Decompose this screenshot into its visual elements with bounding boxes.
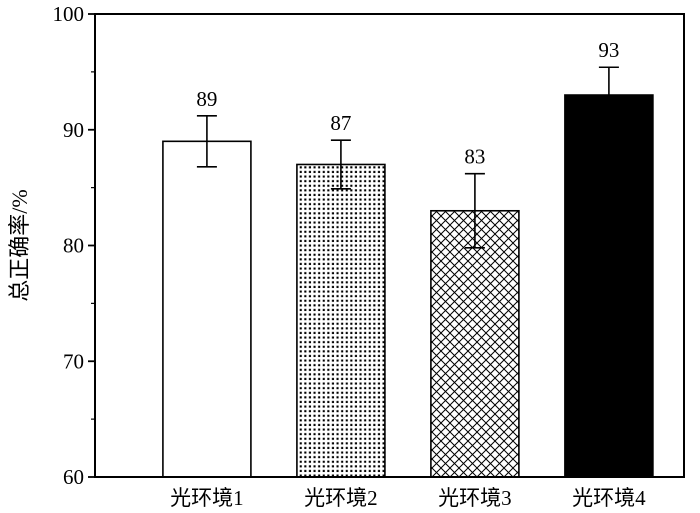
y-axis-title: 总正确率/% [7, 189, 32, 301]
bar-series-4 [564, 94, 654, 478]
chart-content: 89 光环境1 87 光环境2 83 光环境3 93 光环境4 60 70 80 90 100 总正确率/… [7, 2, 685, 510]
y-axis-tick-label: 60 [63, 465, 84, 489]
bar-value-label: 93 [598, 38, 619, 62]
x-axis-category-label: 光环境4 [572, 486, 646, 510]
y-axis-tick-label: 100 [53, 2, 85, 26]
y-axis-tick-label: 70 [63, 349, 84, 373]
y-axis-tick-label: 90 [63, 118, 84, 142]
y-axis-tick-label: 80 [63, 234, 84, 258]
x-axis-category-label: 光环境3 [438, 486, 512, 510]
bar-value-label: 89 [196, 87, 217, 111]
bar-value-label: 83 [464, 145, 485, 169]
bar-series-1 [162, 140, 252, 478]
x-axis-category-label: 光环境1 [170, 486, 244, 510]
bar-series-3 [430, 209, 520, 478]
x-axis-category-label: 光环境2 [304, 486, 378, 510]
bar-value-label: 87 [330, 111, 351, 135]
bar-series-2 [296, 163, 386, 478]
